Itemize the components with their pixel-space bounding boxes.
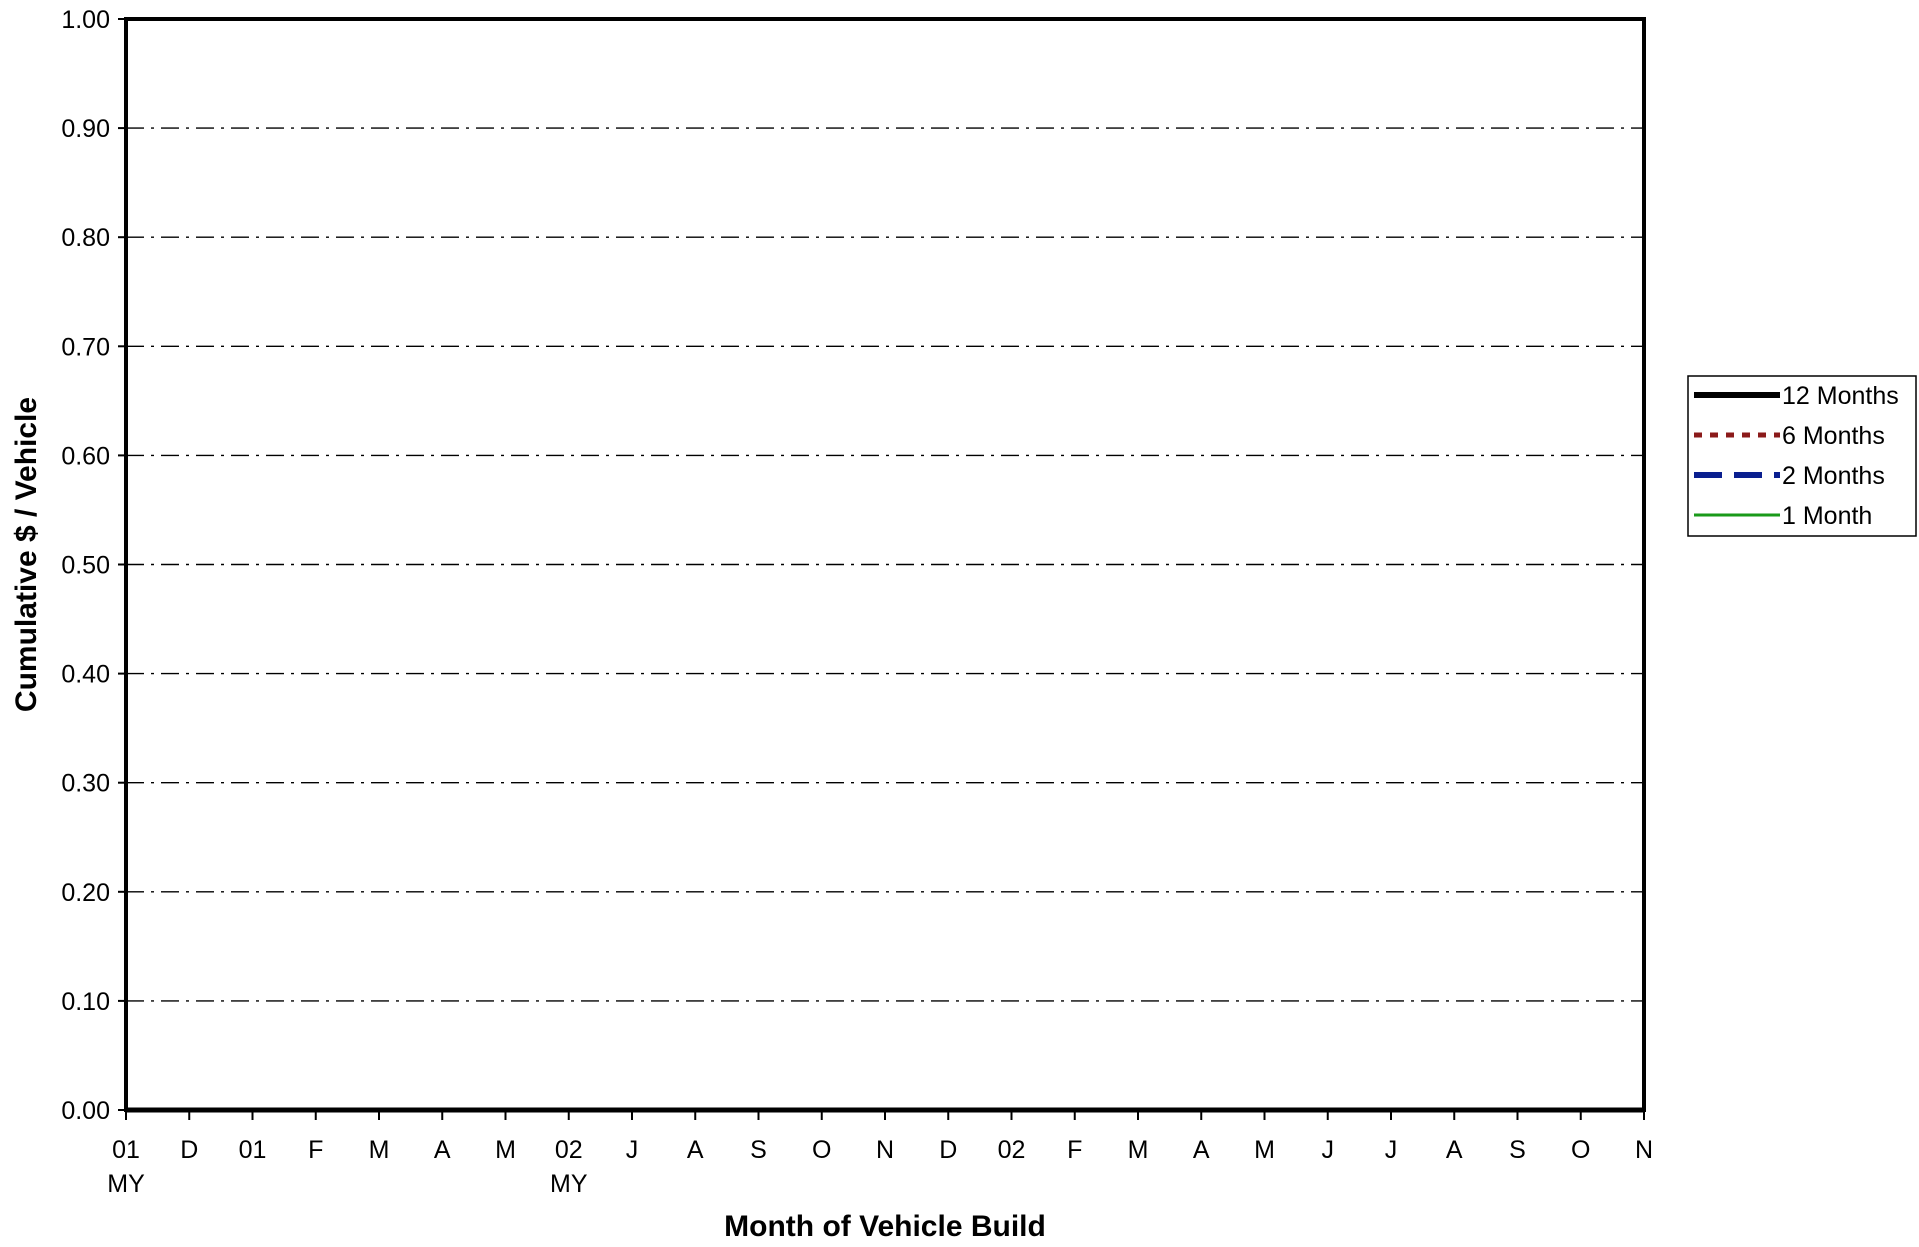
x-tick-label: O [812,1136,831,1164]
x-tick-label: F [308,1136,323,1164]
y-tick-label: 0.00 [61,1097,110,1125]
legend-label: 12 Months [1782,382,1899,410]
x-tick-label: 02 [998,1136,1026,1164]
legend-label: 1 Month [1782,502,1872,530]
x-axis-title: Month of Vehicle Build [724,1210,1046,1242]
x-tick-label: N [876,1136,894,1164]
x-tick-label: M [1254,1136,1275,1164]
x-tick-label: N [1635,1136,1653,1164]
gridlines [126,127,1644,1002]
x-tick-label: F [1067,1136,1082,1164]
x-tick-label: J [1322,1136,1335,1164]
x-tick-label: M [369,1136,390,1164]
y-tick-label: 0.10 [61,988,110,1016]
x-tick-label: A [687,1136,704,1164]
x-tick-label: 01 [112,1136,140,1164]
y-tick-label: 0.60 [61,442,110,470]
x-axis-ticks: 01 MY D 01 F M A M 02 MY J A S O N D 02 F M A M J J A S O N [107,1110,1653,1198]
y-axis-title: Cumulative $ / Vehicle [10,397,43,712]
x-tick-sublabel: MY [107,1170,145,1198]
x-tick-label: 02 [555,1136,583,1164]
x-tick-label: J [1385,1136,1398,1164]
legend-box [1687,375,1917,537]
x-tick-label: O [1571,1136,1590,1164]
x-tick-label: 01 [239,1136,267,1164]
x-tick-label: M [1128,1136,1149,1164]
x-tick-sublabel: MY [550,1170,588,1198]
legend: 12 Months 6 Months 2 Months 1 Month [1687,375,1917,537]
y-tick-label: 0.50 [61,552,110,580]
x-tick-label: A [1193,1136,1210,1164]
y-tick-label: 1.00 [61,6,110,34]
y-tick-label: 0.40 [61,661,110,689]
y-axis-ticks: 0.00 0.10 0.20 0.30 0.40 0.50 0.60 0.70 0.80 0.90… [61,6,126,1125]
x-tick-label: D [939,1136,957,1164]
y-tick-label: 0.90 [61,115,110,143]
legend-label: 2 Months [1782,462,1885,490]
x-tick-label: D [180,1136,198,1164]
x-tick-label: A [1446,1136,1463,1164]
y-tick-label: 0.30 [61,770,110,798]
x-tick-label: S [1509,1136,1526,1164]
legend-label: 6 Months [1782,422,1885,450]
x-tick-label: J [626,1136,639,1164]
y-tick-label: 0.80 [61,224,110,252]
x-tick-label: S [750,1136,767,1164]
x-tick-label: A [434,1136,451,1164]
x-tick-label: M [495,1136,516,1164]
y-tick-label: 0.70 [61,333,110,361]
y-tick-label: 0.20 [61,879,110,907]
